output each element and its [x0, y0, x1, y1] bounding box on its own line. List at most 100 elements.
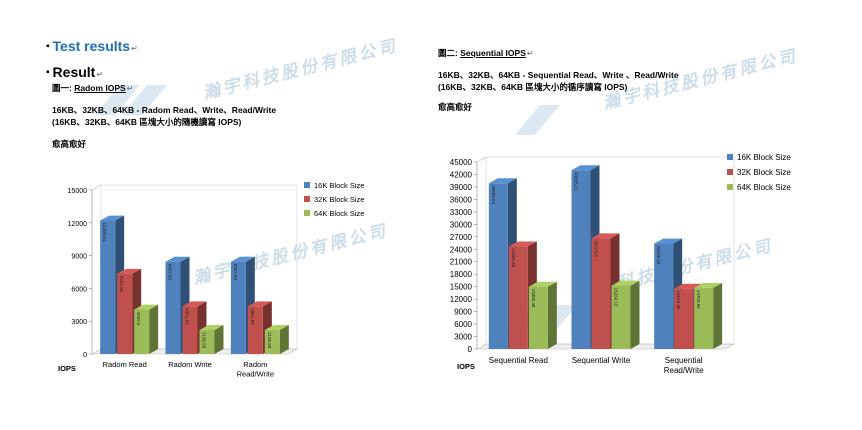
- bar: [199, 325, 224, 354]
- chart-sequential-iops: 0 3000 6000 9000 12000 15000 18000 21000 24000 27…: [450, 153, 792, 375]
- bar-front-face: [611, 285, 631, 349]
- x-tick-label: Sequential Read: [489, 356, 548, 365]
- y-tick-label: 9000: [454, 308, 472, 317]
- data-label: 4361.88: [250, 308, 255, 325]
- desc-line-1-left: 16KB、32KB、64KB - Radom Read、Write、Read/W…: [52, 105, 277, 115]
- data-label: 2195.68: [202, 332, 207, 349]
- bar-top-face: [134, 304, 159, 310]
- data-label: 15264.13: [614, 288, 619, 307]
- bullet-icon: ▪: [46, 41, 50, 52]
- data-label: 14513.45: [676, 291, 681, 310]
- axis-depth-line: [476, 156, 487, 163]
- watermark-text: 瀚宇科技股份有限公司: [201, 36, 400, 103]
- data-label: 43035.21: [574, 172, 579, 191]
- data-label: 26624.8: [594, 240, 599, 257]
- figure-label: 圖二:: [438, 48, 461, 58]
- bar-top-face: [199, 325, 224, 330]
- bar-front-face: [182, 306, 198, 354]
- desc-line-1-right: 16KB、32KB、64KB - Sequential Read、Write 、…: [438, 70, 679, 80]
- y-tick-label: 18000: [450, 270, 473, 279]
- section-heading: ▪ Test results↵: [46, 38, 138, 54]
- figure-caption-right: 圖二: Sequential IOPS↵: [438, 47, 534, 59]
- bar-top-face: [182, 301, 207, 307]
- y-tick-label: 12000: [68, 221, 88, 228]
- bar-front-face: [571, 170, 591, 349]
- y-axis-title: IOPS: [58, 364, 76, 373]
- bar: [134, 304, 159, 354]
- y-tick-label: 0: [468, 345, 473, 354]
- y-tick-label: 27000: [450, 233, 473, 242]
- bar-top-face: [508, 241, 537, 247]
- y-tick-label: 42000: [450, 170, 473, 179]
- bar-front-face: [100, 220, 116, 354]
- y-tick-label: 39000: [450, 183, 473, 192]
- bar-top-face: [654, 238, 683, 244]
- figure-label: 圖一:: [52, 83, 75, 93]
- paragraph-mark-icon: ↵: [126, 84, 134, 93]
- legend-entry: 16K Block Size: [314, 181, 364, 190]
- data-label: 24685.65: [511, 248, 516, 267]
- bar-front-face: [165, 261, 181, 354]
- legend-swatch: [304, 182, 310, 188]
- bar-side-face: [149, 304, 159, 354]
- y-tick-label: 3000: [71, 319, 87, 326]
- bar: [528, 281, 557, 349]
- bar-top-face: [165, 256, 190, 262]
- data-label: 7337.25: [119, 276, 124, 293]
- x-tick-label: Sequential: [665, 356, 703, 365]
- bar-top-face: [264, 325, 289, 330]
- bar-top-face: [694, 282, 723, 288]
- bar-side-face: [547, 281, 557, 349]
- y-tick-label: 0: [83, 352, 87, 359]
- bar-front-face: [199, 329, 215, 354]
- bar-top-face: [247, 301, 272, 307]
- bar-front-face: [247, 306, 263, 354]
- bar-side-face: [630, 280, 640, 349]
- legend-entry: 32K Block Size: [314, 195, 364, 204]
- y-tick-label: 45000: [450, 158, 473, 167]
- bar-top-face: [230, 256, 255, 262]
- y-tick-label: 36000: [450, 195, 473, 204]
- legend-entry: 64K Block Size: [737, 183, 791, 192]
- legend-swatch: [304, 210, 310, 216]
- bar-front-face: [508, 246, 528, 349]
- y-tick-label: 9000: [71, 254, 87, 261]
- bar-top-face: [571, 165, 600, 171]
- y-tick-label: 3000: [454, 333, 472, 342]
- bar: [264, 325, 289, 354]
- bar-front-face: [591, 238, 611, 349]
- bar-side-face: [279, 325, 289, 354]
- y-tick-label: 12000: [450, 295, 473, 304]
- bar: [611, 280, 640, 349]
- bar-front-face: [488, 183, 508, 349]
- bar-side-face: [713, 282, 723, 349]
- note-left: 愈高愈好: [52, 139, 87, 149]
- heading-text: Test results: [52, 38, 131, 54]
- bar-top-face: [591, 233, 620, 239]
- bar-top-face: [117, 268, 142, 274]
- legend-entry: 16K Block Size: [737, 153, 791, 162]
- bar-top-face: [528, 281, 557, 287]
- y-tick-label: 30000: [450, 220, 473, 229]
- y-tick-label: 33000: [450, 208, 473, 217]
- paragraph-mark-icon: ↵: [96, 70, 104, 79]
- data-label: 12208.54: [102, 223, 107, 242]
- bullet-icon: ▪: [46, 67, 50, 78]
- bar-front-face: [674, 288, 694, 349]
- y-tick-label: 24000: [450, 245, 473, 254]
- bar-side-face: [214, 325, 224, 354]
- x-tick-label: Read/Write: [664, 366, 704, 375]
- chart-radom-iops: 0 3000 6000 9000 12000 15000 IOPS 12208.54 7337.…: [58, 181, 364, 379]
- x-tick-label: Radom Write: [168, 360, 212, 369]
- bar-front-face: [134, 309, 150, 354]
- y-tick-label: 15000: [68, 188, 88, 195]
- bar-top-face: [611, 280, 640, 286]
- desc-line-2-right: (16KB、32KB、64KB 區塊大小的循序讀寫 IOPS): [438, 82, 628, 92]
- paragraph-mark-icon: ↵: [526, 49, 534, 58]
- data-label: 4059.5: [136, 312, 141, 326]
- y-tick-label: 21000: [450, 258, 473, 267]
- legend-entry: 64K Block Size: [314, 209, 364, 218]
- bar-top-face: [100, 215, 125, 221]
- x-tick-label: Radom: [243, 360, 267, 369]
- data-label: 39886.54: [491, 185, 496, 204]
